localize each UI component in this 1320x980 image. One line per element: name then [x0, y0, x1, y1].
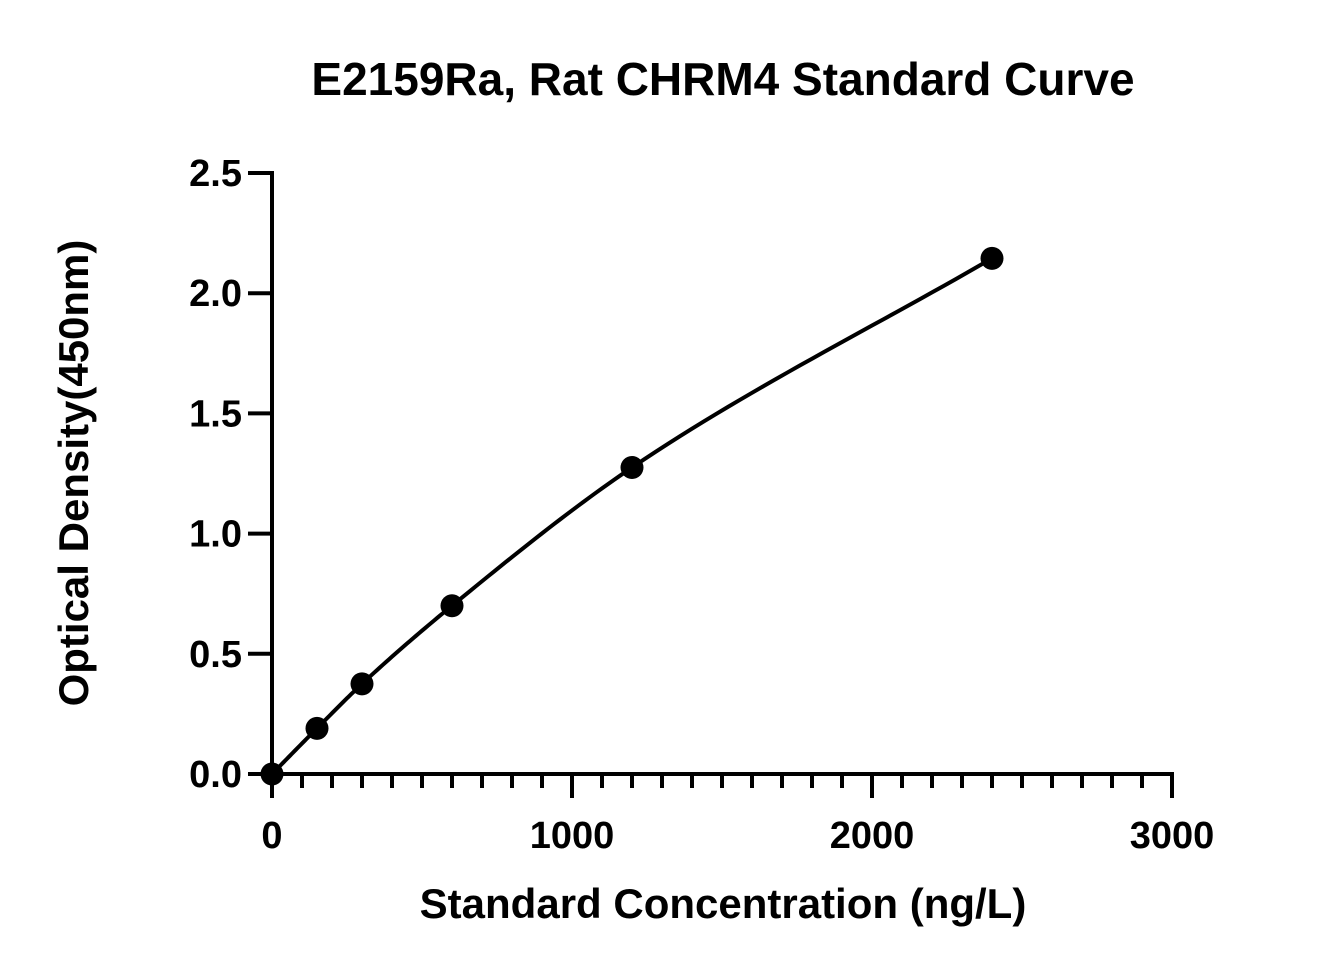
chart-title: E2159Ra, Rat CHRM4 Standard Curve: [311, 53, 1134, 105]
y-tick-label: 1.0: [189, 514, 242, 556]
axes: 0.0 0.5 1.0 1.5 2.0 2.5 0 1000 2000 3000: [189, 153, 1214, 857]
fit-curve-layer: [270, 256, 994, 776]
data-point: [440, 594, 464, 618]
fit-curve: [270, 256, 994, 776]
y-tick-label: 0.0: [189, 754, 242, 796]
y-tick-label: 1.5: [189, 393, 242, 435]
y-tick-label: 2.0: [189, 273, 242, 315]
data-points-layer: [260, 246, 1004, 786]
x-tick-label: 2000: [830, 815, 915, 857]
data-point: [260, 762, 284, 786]
x-axis-label: Standard Concentration (ng/L): [420, 880, 1027, 927]
y-tick-label: 0.5: [189, 634, 242, 676]
data-point: [620, 455, 644, 479]
data-point: [350, 672, 374, 696]
x-tick-label: 3000: [1130, 815, 1215, 857]
y-axis-label: Optical Density(450nm): [50, 240, 97, 707]
data-point: [980, 246, 1004, 270]
x-tick-label: 0: [261, 815, 282, 857]
y-tick-label: 2.5: [189, 153, 242, 195]
x-tick-label: 1000: [530, 815, 615, 857]
data-point: [305, 716, 329, 740]
